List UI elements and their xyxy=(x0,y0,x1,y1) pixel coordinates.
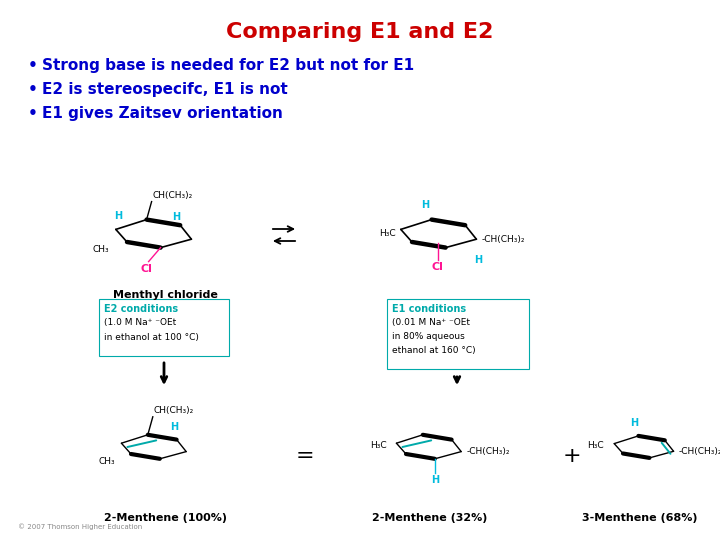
Text: Comparing E1 and E2: Comparing E1 and E2 xyxy=(226,22,494,42)
Text: Menthyl chloride: Menthyl chloride xyxy=(112,290,217,300)
Text: H₃C: H₃C xyxy=(379,229,396,238)
Text: Cl: Cl xyxy=(432,261,444,272)
Text: in ethanol at 100 °C): in ethanol at 100 °C) xyxy=(104,333,199,342)
Text: Cl: Cl xyxy=(140,264,153,274)
FancyBboxPatch shape xyxy=(99,299,229,356)
Text: CH(CH₃)₂: CH(CH₃)₂ xyxy=(154,406,194,415)
Text: +: + xyxy=(563,446,581,466)
Text: H: H xyxy=(431,475,439,485)
Text: in 80% aqueous: in 80% aqueous xyxy=(392,332,464,341)
Text: -CH(CH₃)₂: -CH(CH₃)₂ xyxy=(679,447,720,456)
Text: 2-Menthene (100%): 2-Menthene (100%) xyxy=(104,513,227,523)
Text: H: H xyxy=(172,212,180,222)
Text: •: • xyxy=(28,58,38,73)
Text: H: H xyxy=(421,200,430,210)
Text: H: H xyxy=(171,422,179,431)
Text: 2-Menthene (32%): 2-Menthene (32%) xyxy=(372,513,487,523)
Text: ethanol at 160 °C): ethanol at 160 °C) xyxy=(392,346,476,355)
Text: H: H xyxy=(474,255,482,265)
Text: CH₃: CH₃ xyxy=(92,246,109,254)
Text: 3-Menthene (68%): 3-Menthene (68%) xyxy=(582,513,698,523)
Text: H: H xyxy=(630,418,639,428)
Text: E2 is stereospecifc, E1 is not: E2 is stereospecifc, E1 is not xyxy=(42,82,288,97)
Text: © 2007 Thomson Higher Education: © 2007 Thomson Higher Education xyxy=(18,523,143,530)
Text: •: • xyxy=(28,106,38,121)
Text: Strong base is needed for E2 but not for E1: Strong base is needed for E2 but not for… xyxy=(42,58,414,73)
Text: CH₃: CH₃ xyxy=(99,457,115,467)
Text: =: = xyxy=(296,446,315,466)
Text: (1.0 M Na⁺ ⁻OEt: (1.0 M Na⁺ ⁻OEt xyxy=(104,318,176,327)
Text: H₃C: H₃C xyxy=(588,441,604,450)
Text: (0.01 M Na⁺ ⁻OEt: (0.01 M Na⁺ ⁻OEt xyxy=(392,318,470,327)
Text: -CH(CH₃)₂: -CH(CH₃)₂ xyxy=(467,447,510,456)
Text: E1 gives Zaitsev orientation: E1 gives Zaitsev orientation xyxy=(42,106,283,121)
Text: H₃C: H₃C xyxy=(370,441,387,450)
Text: H: H xyxy=(114,211,122,221)
FancyBboxPatch shape xyxy=(387,299,529,369)
Text: E2 conditions: E2 conditions xyxy=(104,304,178,314)
Text: CH(CH₃)₂: CH(CH₃)₂ xyxy=(153,191,193,200)
Text: -CH(CH₃)₂: -CH(CH₃)₂ xyxy=(482,235,525,244)
Text: E1 conditions: E1 conditions xyxy=(392,304,466,314)
Text: •: • xyxy=(28,82,38,97)
